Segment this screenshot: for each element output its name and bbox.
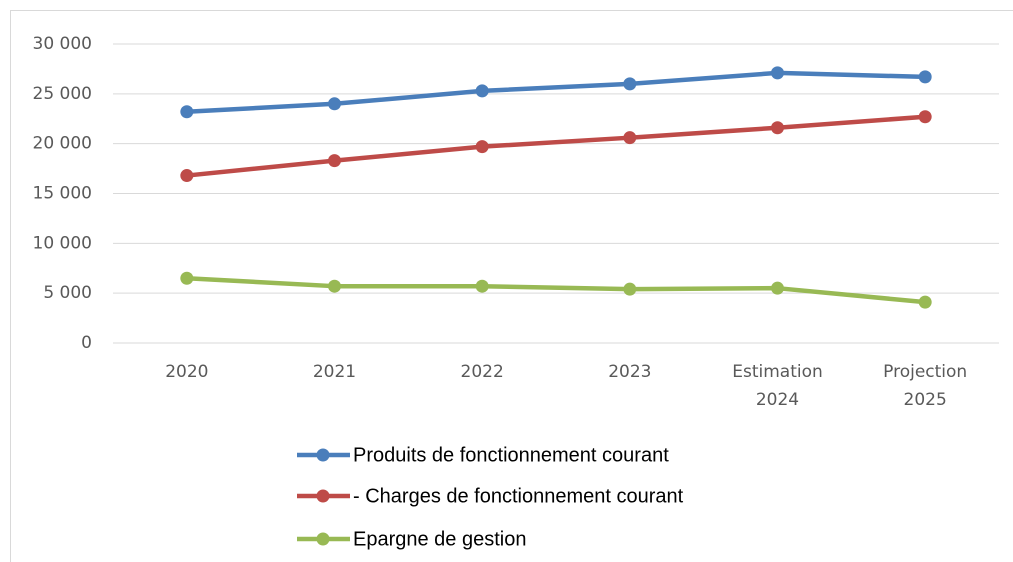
x-tick-label-box: 2021	[312, 362, 357, 382]
x-tick-label: Projection 2025	[883, 362, 968, 410]
y-tick-label: 30 000	[33, 34, 92, 54]
x-tick-label-box: Projection 2025	[883, 362, 968, 410]
x-tick-label: Estimation 2024	[732, 362, 823, 410]
legend-label: Produits de fonctionnement courant	[353, 444, 669, 466]
x-tick-label-box: 2020	[165, 362, 209, 382]
data-point	[180, 271, 194, 285]
data-point	[918, 110, 932, 124]
legend-label: Epargne de gestion	[353, 528, 526, 550]
y-tick-label: 5 000	[43, 283, 92, 303]
data-point	[180, 105, 194, 119]
data-point	[771, 281, 784, 295]
x-tick-label-box: 2022	[460, 362, 504, 382]
series-line	[184, 114, 928, 178]
x-tick-label: 2022	[460, 362, 504, 382]
data-point	[918, 70, 932, 84]
data-point	[328, 279, 341, 293]
data-point	[328, 97, 341, 111]
x-tick-label: 2020	[165, 362, 209, 382]
series-line	[184, 70, 928, 115]
data-point	[623, 282, 637, 296]
data-point	[475, 279, 489, 293]
legend-label: - Charges de fonctionnement courant	[353, 485, 684, 507]
y-tick-label: 20 000	[33, 134, 92, 154]
data-point	[475, 84, 489, 98]
y-tick-label: 10 000	[33, 233, 92, 253]
x-tick-label: 2023	[608, 362, 652, 382]
data-point	[771, 66, 784, 80]
legend-marker	[316, 448, 330, 462]
x-tick-label: 2021	[312, 362, 357, 382]
legend-marker	[316, 489, 330, 503]
data-point	[328, 154, 341, 168]
y-tick-label: 25 000	[33, 84, 92, 104]
data-point	[623, 77, 637, 91]
data-point	[623, 131, 637, 145]
data-point	[771, 121, 784, 135]
x-tick-label-box: 2023	[608, 362, 652, 382]
x-tick-label-box: Estimation 2024	[732, 362, 823, 410]
y-tick-label: 15 000	[33, 184, 92, 204]
data-point	[918, 295, 932, 309]
data-point	[180, 169, 194, 183]
y-tick-label: 0	[81, 333, 92, 353]
data-point	[475, 140, 489, 154]
legend-marker	[316, 532, 330, 546]
chart-border	[10, 10, 1013, 562]
series-line	[184, 275, 928, 305]
